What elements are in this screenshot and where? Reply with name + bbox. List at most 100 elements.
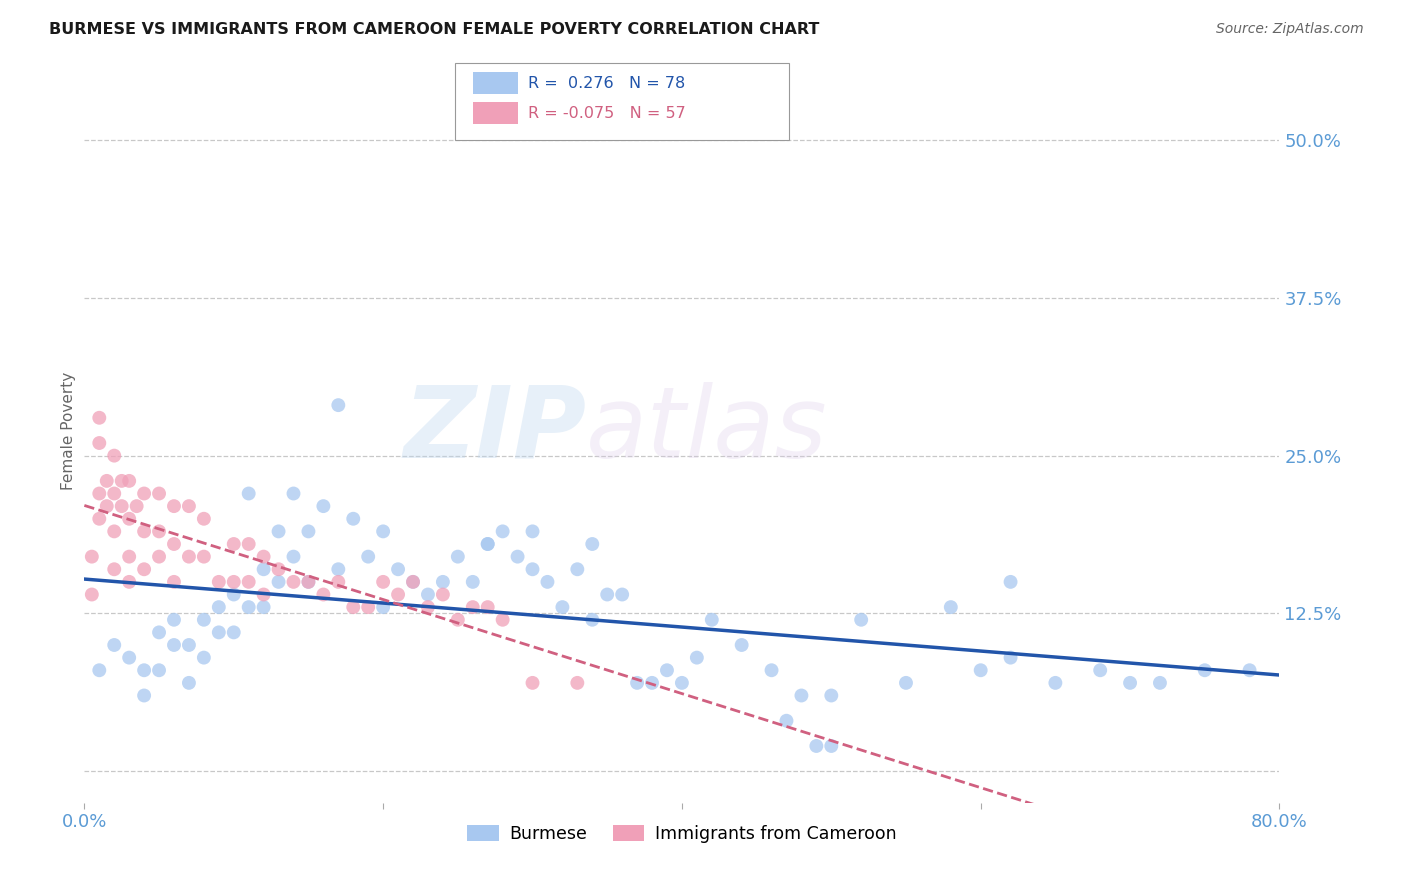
Point [357, 600, 380, 615]
Point [238, 537, 260, 551]
Point [177, 549, 200, 564]
Point [253, 549, 276, 564]
FancyBboxPatch shape [456, 63, 790, 140]
Point [283, 549, 305, 564]
Point [612, 587, 634, 601]
Point [806, 739, 828, 753]
Point [970, 663, 993, 677]
Point [297, 574, 319, 589]
Point [163, 574, 186, 589]
Point [253, 562, 276, 576]
Point [567, 562, 589, 576]
Point [118, 574, 141, 589]
Point [177, 676, 200, 690]
Point [103, 524, 125, 539]
Point [80, 549, 103, 564]
Point [387, 587, 409, 601]
Point [148, 625, 170, 640]
Point [118, 650, 141, 665]
Point [89, 663, 111, 677]
Point [851, 613, 873, 627]
Point [118, 512, 141, 526]
Text: BURMESE VS IMMIGRANTS FROM CAMEROON FEMALE POVERTY CORRELATION CHART: BURMESE VS IMMIGRANTS FROM CAMEROON FEMA… [49, 22, 820, 37]
Point [312, 499, 335, 513]
Point [103, 562, 125, 576]
Point [626, 676, 648, 690]
Point [163, 537, 186, 551]
Point [297, 574, 319, 589]
Point [297, 524, 319, 539]
Point [163, 499, 186, 513]
Point [387, 562, 409, 576]
Point [461, 600, 484, 615]
Point [267, 562, 290, 576]
Point [80, 587, 103, 601]
Point [148, 524, 170, 539]
Point [111, 499, 134, 513]
Point [132, 689, 156, 703]
Legend: Burmese, Immigrants from Cameroon: Burmese, Immigrants from Cameroon [461, 818, 903, 850]
Point [641, 676, 664, 690]
Point [432, 587, 454, 601]
Point [118, 474, 141, 488]
Point [238, 486, 260, 500]
Point [461, 574, 484, 589]
Point [790, 689, 813, 703]
Point [775, 714, 797, 728]
Point [731, 638, 754, 652]
Point [1194, 663, 1216, 677]
Point [328, 562, 350, 576]
FancyBboxPatch shape [472, 72, 519, 95]
Point [96, 499, 118, 513]
Point [567, 676, 589, 690]
Point [447, 549, 470, 564]
Point [208, 625, 231, 640]
Point [267, 574, 290, 589]
Point [1000, 650, 1022, 665]
Point [163, 638, 186, 652]
Point [492, 613, 515, 627]
Point [447, 613, 470, 627]
Point [238, 574, 260, 589]
Point [328, 398, 350, 412]
Point [1239, 663, 1261, 677]
Point [118, 549, 141, 564]
FancyBboxPatch shape [472, 102, 519, 124]
Point [536, 574, 558, 589]
Point [283, 486, 305, 500]
Point [111, 474, 134, 488]
Point [357, 549, 380, 564]
Point [103, 638, 125, 652]
Point [89, 410, 111, 425]
Point [522, 562, 544, 576]
Point [193, 512, 215, 526]
Point [342, 512, 364, 526]
Point [522, 524, 544, 539]
Point [522, 676, 544, 690]
Point [132, 524, 156, 539]
Point [96, 474, 118, 488]
Point [103, 449, 125, 463]
Point [581, 537, 603, 551]
Point [581, 613, 603, 627]
Text: Source: ZipAtlas.com: Source: ZipAtlas.com [1216, 22, 1364, 37]
Point [238, 600, 260, 615]
Point [148, 486, 170, 500]
Point [820, 739, 842, 753]
Point [492, 524, 515, 539]
Point [132, 663, 156, 677]
Point [416, 600, 439, 615]
Point [1149, 676, 1171, 690]
Point [402, 574, 425, 589]
Point [506, 549, 529, 564]
Point [267, 524, 290, 539]
Point [222, 537, 245, 551]
Point [477, 537, 499, 551]
Point [132, 486, 156, 500]
Point [193, 650, 215, 665]
Point [700, 613, 723, 627]
Text: R = -0.075   N = 57: R = -0.075 N = 57 [527, 105, 686, 120]
Point [148, 549, 170, 564]
Text: atlas: atlas [586, 382, 828, 479]
Point [477, 537, 499, 551]
